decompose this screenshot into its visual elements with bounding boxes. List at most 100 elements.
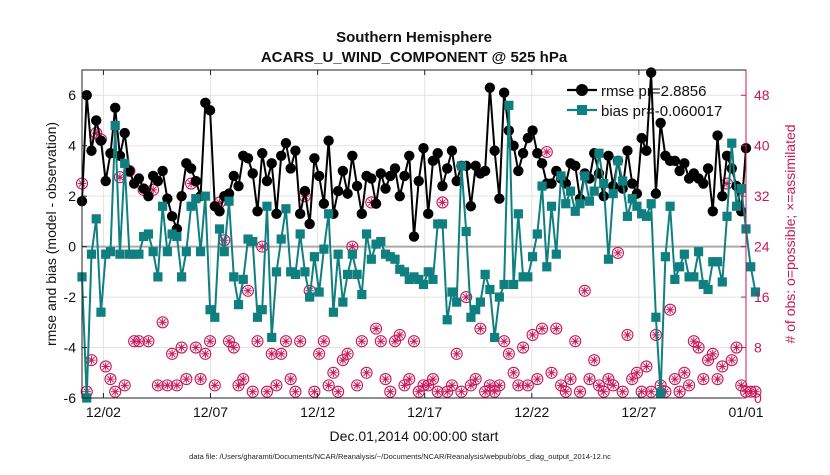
bias-point [613, 156, 623, 166]
obs-assimilated-point [452, 349, 461, 359]
bias-point [352, 269, 362, 279]
bias-point [660, 252, 670, 262]
obs-assimilated-point [708, 349, 717, 359]
y-tick-label: -6 [64, 390, 77, 406]
obs-assimilated-point [177, 343, 186, 352]
rmse-point [276, 150, 287, 161]
rmse-point [318, 198, 330, 209]
obs-assimilated-point [556, 381, 566, 390]
obs-assimilated-point [144, 337, 153, 346]
obs-possible-point [436, 196, 449, 209]
obs-assimilated-point [395, 330, 404, 340]
bias-point [172, 231, 182, 242]
rmse-point [389, 163, 401, 174]
obs-possible-point [227, 341, 240, 354]
obs-assimilated-point [580, 286, 589, 295]
bias-series [77, 100, 761, 403]
obs-possible-point [180, 373, 193, 386]
rmse-point [152, 175, 164, 187]
obs-assimilated-point [680, 368, 689, 377]
obs-possible-point [554, 379, 568, 392]
obs-assimilated-point [684, 381, 694, 390]
obs-assimilated-point [163, 381, 172, 390]
rmse-point [726, 163, 737, 174]
obs-assimilated-point [670, 374, 680, 384]
bias-point [447, 287, 457, 297]
rmse-point [702, 163, 714, 174]
obs-assimilated-point [518, 343, 528, 352]
obs-assimilated-point [504, 349, 514, 359]
y-tick-label: 2 [68, 188, 76, 204]
rmse-point [200, 97, 211, 109]
obs-assimilated-point [533, 374, 542, 384]
bias-point [679, 249, 689, 259]
rmse-point [655, 117, 666, 129]
obs-possible-point [426, 373, 440, 386]
rmse-point [650, 188, 662, 199]
obs-assimilated-point [201, 349, 210, 359]
obs-assimilated-point [376, 337, 385, 346]
obs-assimilated-point [623, 330, 632, 340]
obs-assimilated-point [428, 374, 438, 384]
obs-possible-point [611, 246, 624, 259]
rmse-point [313, 170, 325, 182]
bias-point [86, 249, 97, 259]
obs-assimilated-point [348, 242, 357, 251]
obs-possible-point [526, 328, 539, 341]
obs-possible-point [175, 341, 188, 354]
obs-assimilated-point [485, 381, 495, 390]
y-tick-label: 0 [68, 239, 76, 255]
rmse-point [679, 158, 690, 169]
bias-point [561, 199, 571, 209]
bias-point [480, 269, 490, 279]
bias-point [134, 249, 144, 259]
rmse-point [166, 211, 178, 222]
obs-assimilated-point [627, 374, 637, 384]
obs-possible-point [407, 335, 421, 348]
bias-point [324, 209, 334, 219]
rmse-point [513, 165, 524, 177]
obs-assimilated-point [718, 362, 727, 371]
rmse-point [86, 145, 97, 156]
bias-point [314, 287, 324, 297]
bias-point [333, 249, 343, 259]
bias-point [437, 219, 448, 229]
bias-point [675, 262, 685, 272]
obs-possible-point [351, 379, 364, 392]
obs-assimilated-point [732, 343, 741, 352]
rmse-point [432, 148, 443, 159]
rmse-point [470, 160, 481, 172]
rmse-point [626, 178, 638, 189]
obs-possible-point [327, 366, 340, 379]
obs-assimilated-point [210, 381, 219, 390]
obs-possible-point [109, 385, 122, 398]
bias-point [466, 312, 476, 322]
bias-point [556, 171, 566, 181]
rmse-point [133, 173, 145, 184]
x-tick-label: 12/27 [621, 404, 656, 420]
x-tick-label: 12/22 [514, 404, 549, 420]
bias-point [181, 247, 191, 257]
rmse-point [100, 175, 111, 187]
obs-possible-point [706, 347, 719, 360]
bias-point [295, 229, 305, 239]
obs-possible-point [384, 385, 397, 398]
obs-assimilated-point [386, 387, 395, 396]
rmse-point [91, 115, 102, 126]
obs-assimilated-point [594, 381, 604, 390]
rmse-point [622, 145, 633, 156]
bias-point [461, 226, 471, 237]
obs-assimilated-point [637, 387, 646, 396]
obs-assimilated-point [490, 387, 499, 396]
obs-assimilated-point [357, 337, 367, 346]
obs-possible-point [156, 316, 169, 329]
rmse-point [617, 183, 628, 194]
bias-point [575, 199, 585, 209]
bias-point [319, 244, 329, 254]
legend-entry: bias pr=-0.060017 [567, 103, 722, 120]
bias-point [693, 247, 704, 257]
obs-assimilated-point [646, 387, 656, 396]
obs-assimilated-point [262, 387, 272, 396]
bias-point [229, 272, 239, 282]
bias-point [281, 204, 291, 214]
